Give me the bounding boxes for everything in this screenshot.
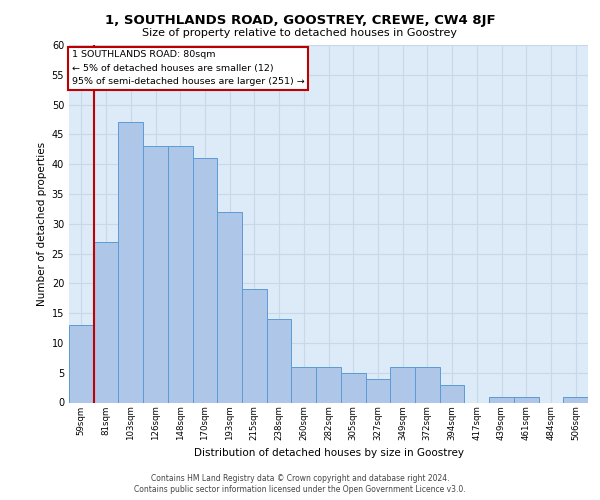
Bar	[217, 212, 242, 402]
Bar	[168, 146, 193, 402]
Bar	[143, 146, 168, 402]
Bar	[415, 367, 440, 402]
Text: Size of property relative to detached houses in Goostrey: Size of property relative to detached ho…	[143, 28, 458, 38]
Bar	[563, 396, 588, 402]
Bar	[390, 367, 415, 402]
Bar	[514, 396, 539, 402]
Bar	[267, 319, 292, 402]
Bar	[341, 372, 365, 402]
Text: 1 SOUTHLANDS ROAD: 80sqm
← 5% of detached houses are smaller (12)
95% of semi-de: 1 SOUTHLANDS ROAD: 80sqm ← 5% of detache…	[71, 50, 304, 86]
Bar	[242, 290, 267, 403]
Bar	[292, 367, 316, 402]
Bar	[94, 242, 118, 402]
Bar	[440, 384, 464, 402]
X-axis label: Distribution of detached houses by size in Goostrey: Distribution of detached houses by size …	[193, 448, 464, 458]
Bar	[193, 158, 217, 402]
Bar	[118, 122, 143, 402]
Y-axis label: Number of detached properties: Number of detached properties	[37, 142, 47, 306]
Bar	[489, 396, 514, 402]
Text: Contains HM Land Registry data © Crown copyright and database right 2024.
Contai: Contains HM Land Registry data © Crown c…	[134, 474, 466, 494]
Bar	[365, 378, 390, 402]
Bar	[316, 367, 341, 402]
Text: 1, SOUTHLANDS ROAD, GOOSTREY, CREWE, CW4 8JF: 1, SOUTHLANDS ROAD, GOOSTREY, CREWE, CW4…	[104, 14, 496, 27]
Bar	[69, 325, 94, 402]
